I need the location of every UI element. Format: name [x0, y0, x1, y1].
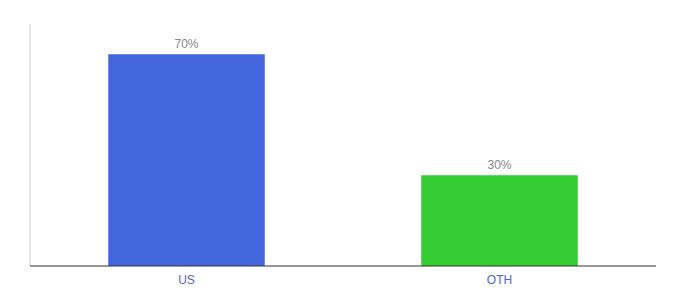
x-tick-label: OTH	[487, 273, 512, 287]
bar	[421, 175, 578, 266]
bar	[108, 54, 265, 266]
data-label: 30%	[487, 158, 511, 172]
chart: 70% 30% US OTH	[0, 0, 680, 300]
bars	[108, 54, 578, 266]
x-tick-label: US	[178, 273, 195, 287]
data-label: 70%	[174, 37, 198, 51]
x-axis-line	[30, 265, 656, 266]
y-axis-line	[30, 24, 31, 266]
plot-area: 70% 30% US OTH	[30, 24, 656, 287]
chart-container: 70% 30% US OTH	[0, 0, 680, 300]
